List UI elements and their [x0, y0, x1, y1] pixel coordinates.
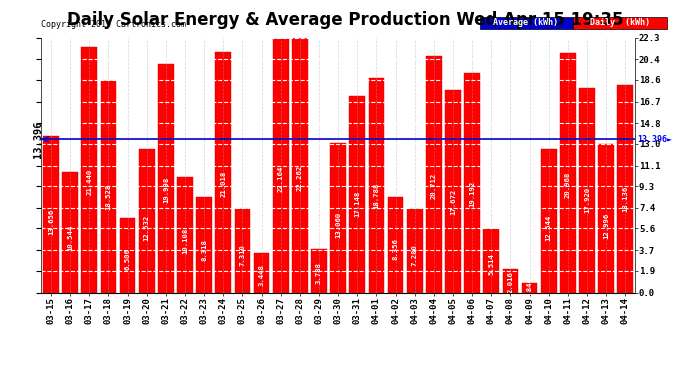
Bar	[502, 270, 518, 292]
Text: 18.528: 18.528	[106, 184, 111, 210]
Bar	[311, 249, 327, 292]
Text: 12.996: 12.996	[603, 213, 609, 239]
Text: 19.998: 19.998	[163, 177, 169, 203]
Bar	[177, 177, 193, 292]
Bar	[81, 47, 97, 292]
Bar	[235, 209, 250, 292]
Bar	[158, 64, 174, 292]
Text: 17.148: 17.148	[354, 191, 360, 217]
Text: 12.532: 12.532	[144, 215, 150, 241]
Text: 17.920: 17.920	[584, 187, 590, 213]
Text: Daily Solar Energy & Average Production Wed Apr 15 19:35: Daily Solar Energy & Average Production …	[67, 11, 623, 29]
Text: 21.440: 21.440	[86, 169, 92, 195]
Text: 0.844: 0.844	[526, 277, 533, 299]
Text: 6.506: 6.506	[124, 248, 130, 270]
Bar	[101, 81, 116, 292]
Text: 8.356: 8.356	[393, 238, 399, 261]
Bar	[119, 218, 135, 292]
Bar	[215, 52, 231, 292]
Text: 7.280: 7.280	[412, 244, 417, 266]
Text: 13.060: 13.060	[335, 212, 341, 238]
Bar	[331, 143, 346, 292]
Text: 17.672: 17.672	[450, 189, 456, 215]
Text: Average (kWh): Average (kWh)	[493, 18, 558, 27]
Bar	[349, 96, 365, 292]
Bar	[579, 88, 595, 292]
Text: 13.396: 13.396	[33, 121, 43, 158]
Bar	[368, 78, 384, 292]
Bar	[254, 253, 269, 292]
Text: 20.968: 20.968	[565, 171, 571, 198]
Text: 2.016: 2.016	[507, 271, 513, 293]
Bar	[484, 230, 499, 292]
Text: 8.318: 8.318	[201, 239, 207, 261]
Bar	[560, 53, 575, 292]
Text: 10.544: 10.544	[67, 225, 73, 251]
Bar	[62, 172, 78, 292]
Text: 20.712: 20.712	[431, 173, 437, 199]
Bar	[618, 85, 633, 292]
Text: 22.164: 22.164	[277, 165, 284, 192]
Bar	[273, 39, 288, 292]
Text: 10.108: 10.108	[182, 227, 188, 254]
Text: 7.310: 7.310	[239, 244, 246, 266]
Text: 3.448: 3.448	[259, 264, 264, 286]
Text: 5.514: 5.514	[489, 253, 494, 275]
Text: Daily  (kWh): Daily (kWh)	[590, 18, 649, 27]
Bar	[292, 38, 308, 292]
Bar	[445, 90, 461, 292]
Bar	[43, 136, 59, 292]
Bar	[464, 73, 480, 292]
Bar	[541, 149, 557, 292]
Text: 18.136: 18.136	[622, 186, 628, 212]
Text: 21.018: 21.018	[220, 171, 226, 198]
Text: 19.192: 19.192	[469, 181, 475, 207]
Bar	[196, 197, 212, 292]
Text: 3.788: 3.788	[316, 262, 322, 284]
Bar	[388, 197, 404, 292]
Bar	[598, 144, 614, 292]
Text: 22.262: 22.262	[297, 165, 303, 191]
Text: 13.656: 13.656	[48, 209, 54, 236]
Text: 18.788: 18.788	[373, 183, 380, 209]
Bar	[426, 56, 442, 292]
Bar	[407, 209, 422, 292]
Bar	[139, 149, 155, 292]
Text: Copyright 2015 Cartronics.com: Copyright 2015 Cartronics.com	[41, 20, 186, 29]
Text: 12.544: 12.544	[546, 215, 552, 241]
Bar	[522, 283, 538, 292]
Text: 13.396►: 13.396►	[638, 135, 673, 144]
